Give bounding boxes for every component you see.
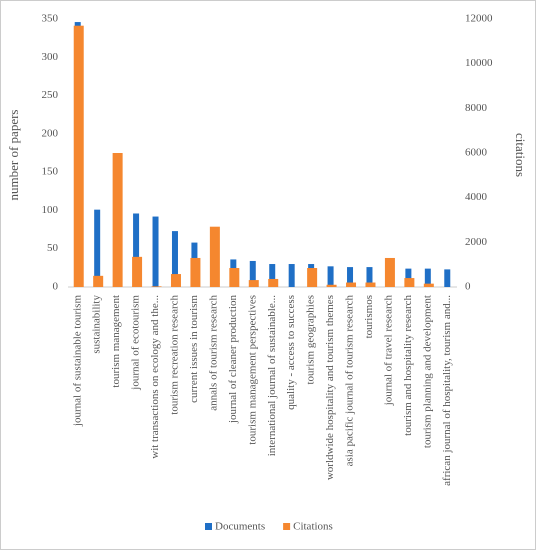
y-tick-label: 0 (53, 281, 59, 293)
y2-tick-label: 12000 (465, 13, 493, 25)
bar (268, 278, 279, 287)
bar (424, 268, 431, 287)
bar (132, 256, 143, 287)
x-tick-label: journal of travel research (382, 295, 394, 407)
bar (73, 25, 84, 287)
bar (288, 264, 295, 287)
y-tick-label: 300 (42, 51, 59, 63)
x-tick-label: tourism and hospitality research (402, 295, 414, 436)
bar (327, 266, 334, 287)
bar (94, 209, 101, 287)
x-tick-label: current issues in tourism (188, 295, 200, 403)
x-tick-label: journal of sustainable tourism (71, 295, 83, 428)
bar (112, 153, 123, 287)
x-tick-label: wit transactions on ecology and the... (149, 295, 161, 459)
bar (269, 264, 276, 287)
x-tick-label: tourism recreation research (169, 295, 181, 415)
legend-label: Citations (293, 521, 333, 533)
bar (93, 275, 104, 287)
x-tick-label: tourism management (110, 295, 122, 388)
y-tick-label: 350 (42, 13, 59, 25)
legend-label: Documents (215, 521, 265, 533)
y2-tick-label: 4000 (465, 191, 488, 203)
y-tick-label: 100 (42, 204, 59, 216)
x-tick-label: tourismos (363, 295, 375, 338)
x-tick-label: african journal of hospitality, tourism … (441, 295, 453, 486)
bar (229, 268, 240, 287)
legend-swatch (283, 523, 291, 530)
y-axis-title: number of papers (6, 110, 21, 201)
bar (170, 274, 181, 287)
bar (423, 283, 434, 287)
y2-tick-label: 10000 (465, 57, 493, 69)
y2-tick-label: 0 (465, 281, 471, 293)
x-tick-label: quality - access to success (285, 295, 297, 410)
y2-axis-title: citations (513, 133, 528, 177)
x-tick-label: tourism planning and development (421, 295, 433, 448)
x-tick-label: international journal of sustainable... (266, 295, 278, 457)
y2-tick-label: 2000 (465, 236, 488, 248)
x-tick-label: tourism management perspectives (246, 295, 258, 445)
y-tick-label: 50 (47, 242, 59, 254)
bar (133, 213, 140, 287)
legend-swatch (205, 523, 212, 530)
bar (405, 268, 412, 287)
bar (384, 257, 395, 287)
bar (190, 257, 201, 287)
x-tick-label: sustainability (91, 295, 103, 354)
x-tick-label: journal of ecotourism (130, 295, 142, 391)
bar (346, 282, 357, 287)
bar (366, 267, 373, 287)
x-tick-label: worldwide hospitality and tourism themes (324, 295, 336, 480)
y-tick-label: 250 (42, 89, 59, 101)
bar (151, 286, 162, 287)
bar (209, 226, 220, 287)
x-tick-label: annals of tourism research (207, 295, 219, 411)
x-tick-label: asia pacific journal of tourism research (344, 295, 356, 467)
bar (152, 216, 159, 287)
bar (347, 267, 354, 287)
bar (326, 284, 337, 287)
bar (404, 278, 415, 287)
y-tick-label: 150 (42, 166, 59, 178)
bar (307, 268, 318, 287)
y2-tick-label: 8000 (465, 102, 488, 114)
y2-tick-label: 6000 (465, 147, 488, 159)
bar (249, 260, 256, 287)
bar (444, 269, 451, 287)
bar (248, 280, 259, 287)
bar (171, 231, 178, 287)
x-tick-label: journal of cleaner production (227, 295, 239, 424)
bar (365, 282, 376, 287)
x-tick-label: tourism geographies (305, 295, 317, 385)
y-tick-label: 200 (42, 127, 59, 139)
